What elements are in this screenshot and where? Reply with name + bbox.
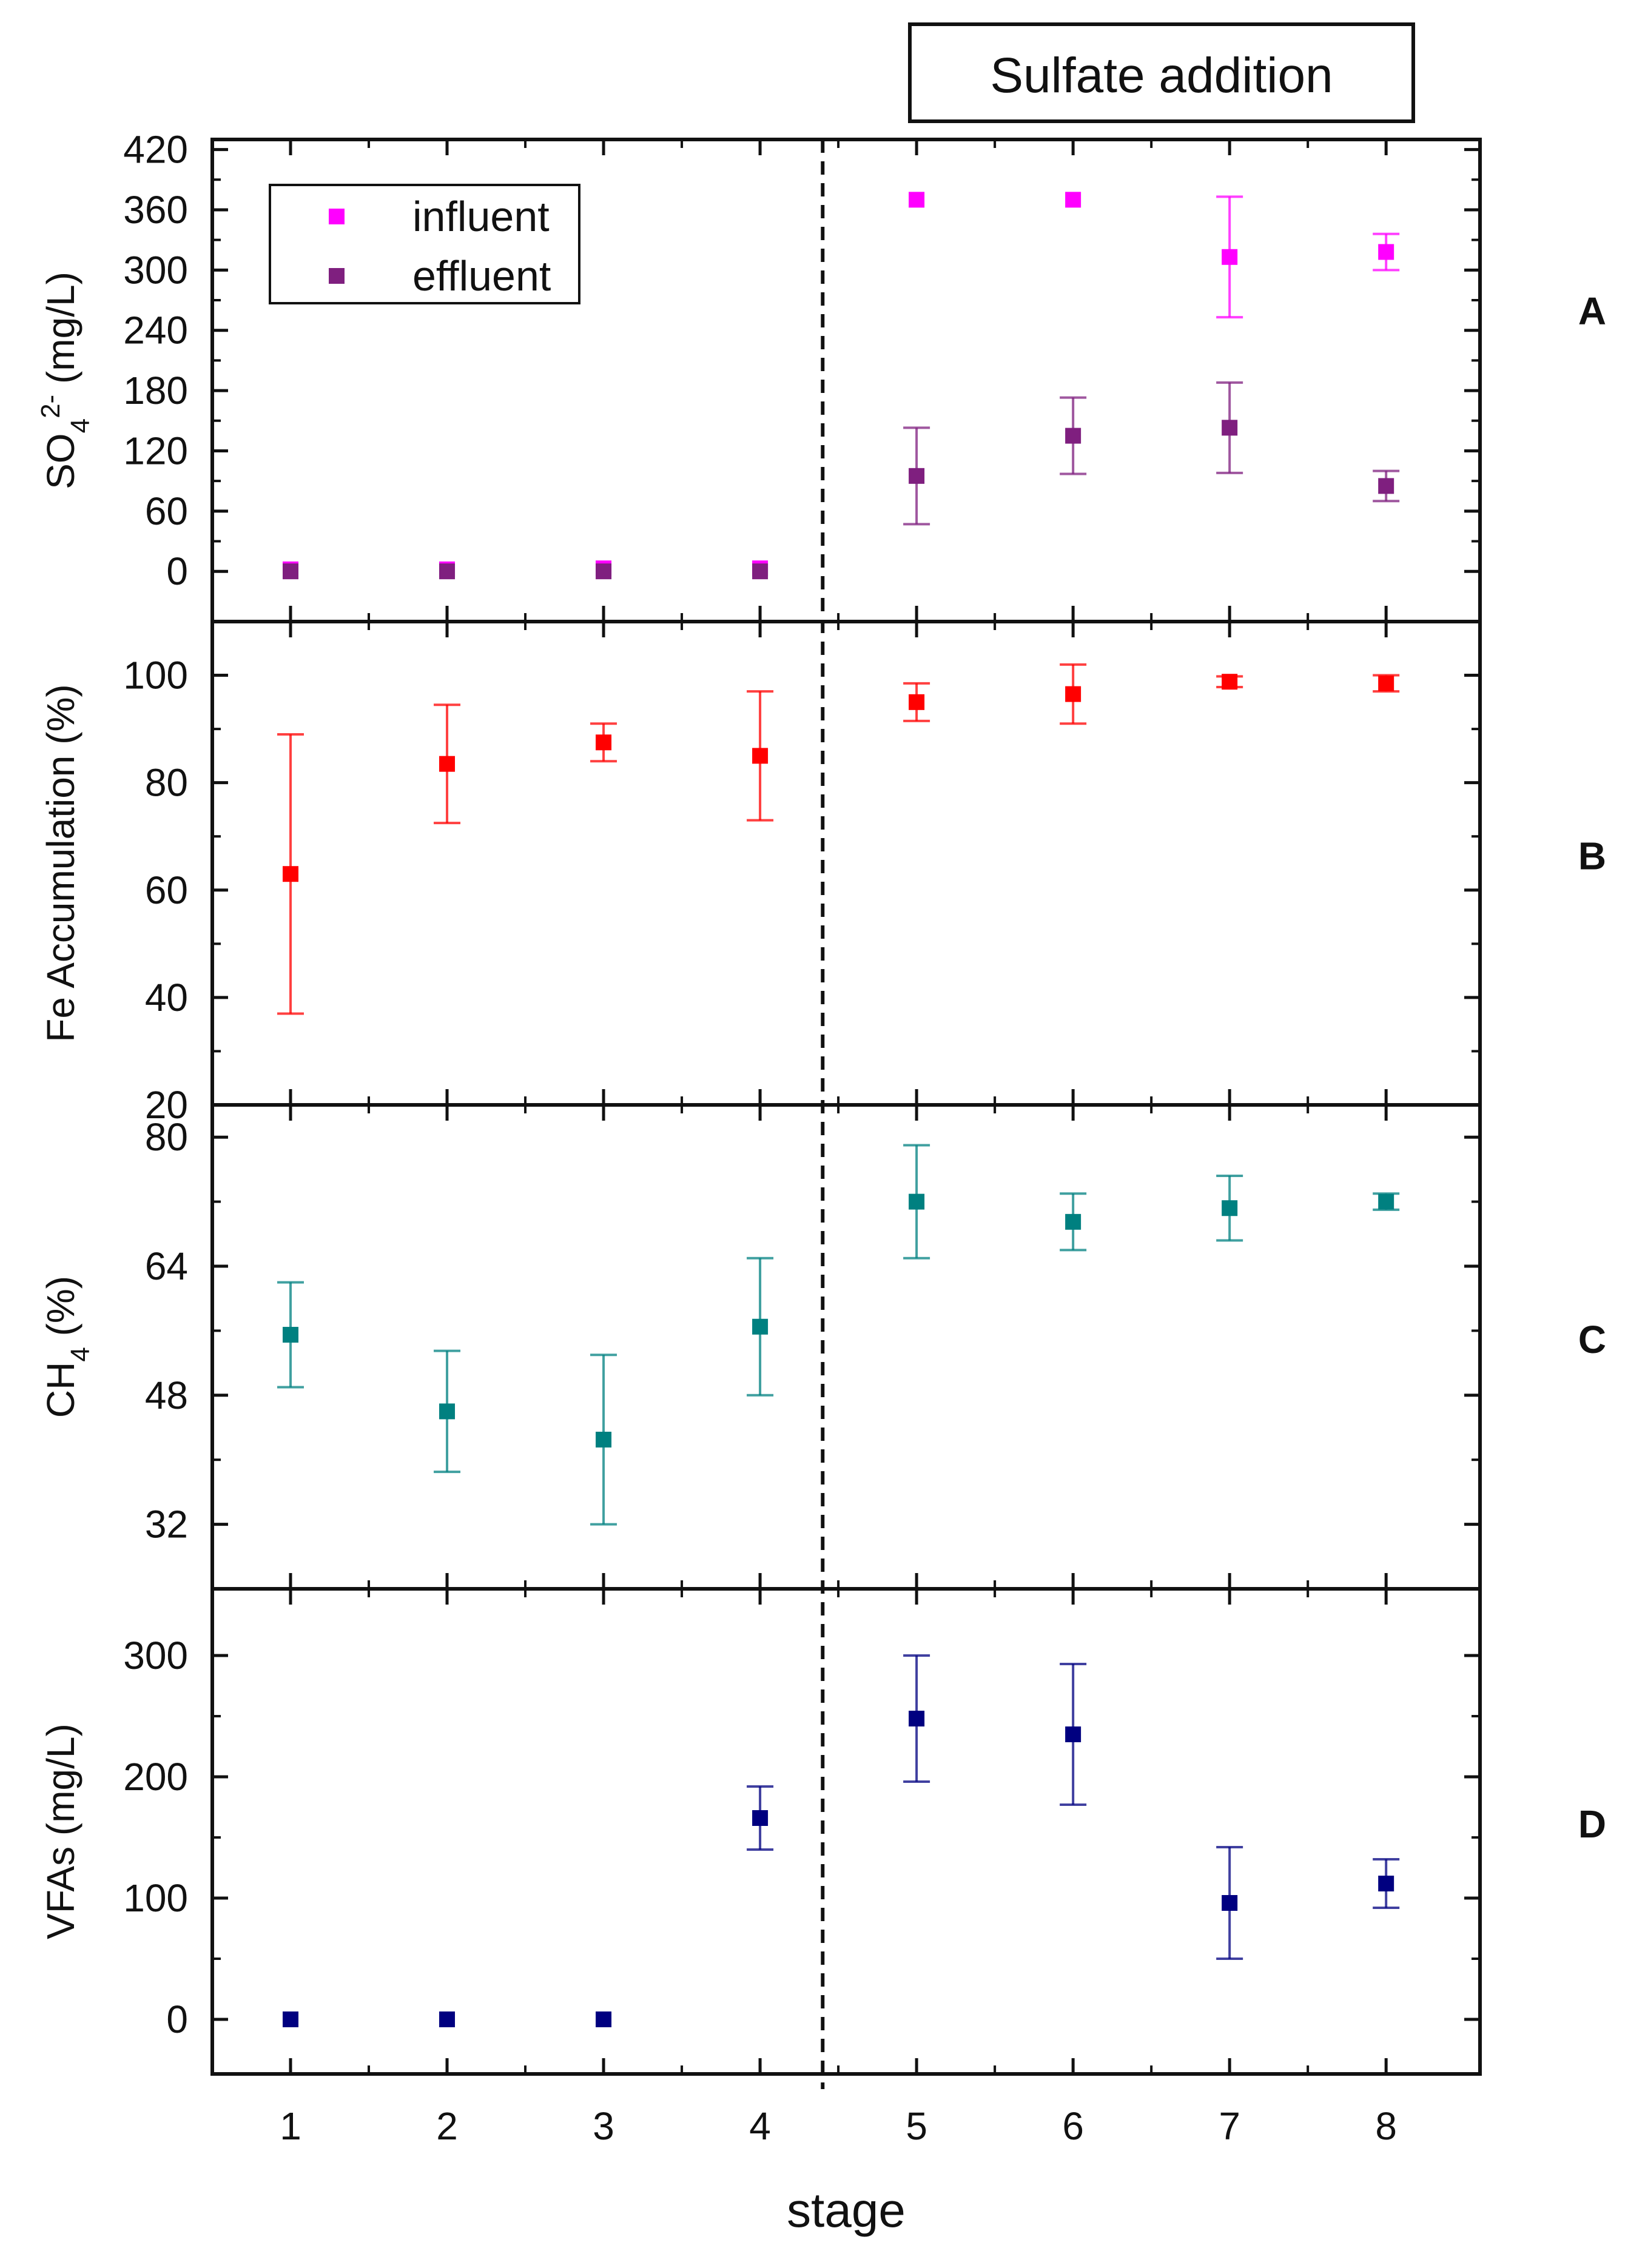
series-fe-accumulation: [277, 663, 1400, 1015]
data-point: [439, 2011, 456, 2027]
data-point: [1378, 478, 1394, 494]
data-point: [752, 1318, 769, 1335]
data-point: [909, 694, 925, 710]
data-point: [1378, 675, 1394, 691]
x-tick-label: 8: [1375, 2104, 1397, 2148]
y-tick-label: 180: [123, 369, 188, 412]
series-effluent: [283, 381, 1400, 580]
y-tick-label: 0: [166, 1998, 188, 2041]
y-tick-label: 120: [123, 429, 188, 472]
y-tick-label: 420: [123, 128, 188, 172]
data-point: [596, 563, 612, 580]
data-point: [439, 1403, 456, 1420]
panel-frame: [210, 620, 1482, 1107]
data-point: [283, 1327, 299, 1343]
x-tick-label: 5: [906, 2104, 927, 2148]
data-point: [909, 1711, 925, 1726]
annotation-box: [908, 22, 1415, 123]
data-point: [1065, 1213, 1081, 1230]
legend-box: [269, 184, 580, 304]
x-axis-label: stage: [787, 2183, 906, 2237]
y-tick-label: 48: [145, 1374, 188, 1417]
x-tick-label: 7: [1219, 2104, 1240, 2148]
data-point: [596, 2011, 612, 2027]
panel-d: 0 100 200 300 VFAs (mg/L) D: [39, 1587, 1606, 2076]
y-tick-label: 300: [123, 248, 188, 292]
x-tick-label: 6: [1062, 2104, 1084, 2148]
y-tick-label: 200: [123, 1755, 188, 1799]
y-tick-label: 64: [145, 1244, 188, 1288]
y-tick-label: 60: [145, 489, 188, 533]
data-point: [752, 1810, 769, 1826]
data-point: [909, 1193, 925, 1210]
y-tick-label: 32: [145, 1503, 188, 1546]
data-point: [1065, 192, 1081, 208]
data-point: [596, 1431, 612, 1448]
y-tick-label: 100: [123, 654, 188, 697]
y-tick-label: 0: [166, 549, 188, 593]
y-tick-label: 360: [123, 188, 188, 232]
data-point: [752, 748, 769, 764]
data-point: [439, 563, 456, 580]
data-point: [283, 2011, 299, 2027]
legend-label: influent: [412, 193, 550, 240]
panel-letter: A: [1578, 289, 1606, 333]
legend-label: effluent: [412, 252, 551, 300]
y-axis-label: VFAs (mg/L): [39, 1723, 82, 1939]
data-point: [596, 734, 612, 751]
panel-letter: D: [1578, 1802, 1606, 1846]
data-point: [439, 756, 456, 772]
y-tick-label: 20: [145, 1083, 188, 1127]
annotation-text: Sulfate addition: [990, 48, 1333, 103]
y-axis-label: SO42- (mg/L): [36, 272, 95, 489]
x-tick-labels: 1 2 3 4 5 6 7 8: [280, 2104, 1397, 2148]
y-axis-label: CH4 (%): [39, 1276, 95, 1418]
x-tick-label: 2: [436, 2104, 458, 2148]
data-point: [1222, 420, 1238, 436]
y-tick-label: 300: [123, 1634, 188, 1677]
data-point: [909, 192, 925, 208]
y-tick-label: 60: [145, 868, 188, 912]
panel-frame: [210, 1587, 1482, 2076]
series-ch4: [277, 1144, 1400, 1526]
panel-a: 0 60 120 180 240 300 360 420 SO42- (mg/L) Ainflue…: [36, 128, 1606, 623]
y-tick-label: 240: [123, 309, 188, 352]
data-point: [283, 563, 299, 580]
data-point: [1222, 1895, 1238, 1911]
data-point: [1378, 1876, 1394, 1891]
x-tick-label: 4: [749, 2104, 771, 2148]
data-point: [283, 866, 299, 882]
y-tick-label: 40: [145, 976, 188, 1019]
panel-letter: C: [1578, 1318, 1606, 1361]
data-point: [1222, 674, 1238, 690]
legend-marker: [329, 209, 345, 224]
series-vfas: [283, 1654, 1400, 2027]
data-point: [1378, 1193, 1394, 1210]
data-point: [1065, 1726, 1081, 1742]
y-axis-label: Fe Accumulation (%): [39, 684, 82, 1042]
x-tick-label: 1: [280, 2104, 301, 2148]
panel-frame: [210, 1103, 1482, 1591]
y-tick-label: 100: [123, 1876, 188, 1920]
data-point: [1222, 249, 1238, 265]
data-point: [752, 563, 769, 580]
panel-letter: B: [1578, 834, 1606, 878]
data-point: [1065, 428, 1081, 444]
data-point: [1065, 686, 1081, 702]
legend-marker: [329, 268, 345, 284]
y-tick-label: 80: [145, 1115, 188, 1159]
y-tick-label: 80: [145, 761, 188, 805]
data-point: [1222, 1200, 1238, 1216]
x-tick-label: 3: [593, 2104, 614, 2148]
data-point: [1378, 244, 1394, 260]
legend: influent effluent: [269, 184, 580, 304]
data-point: [909, 468, 925, 484]
